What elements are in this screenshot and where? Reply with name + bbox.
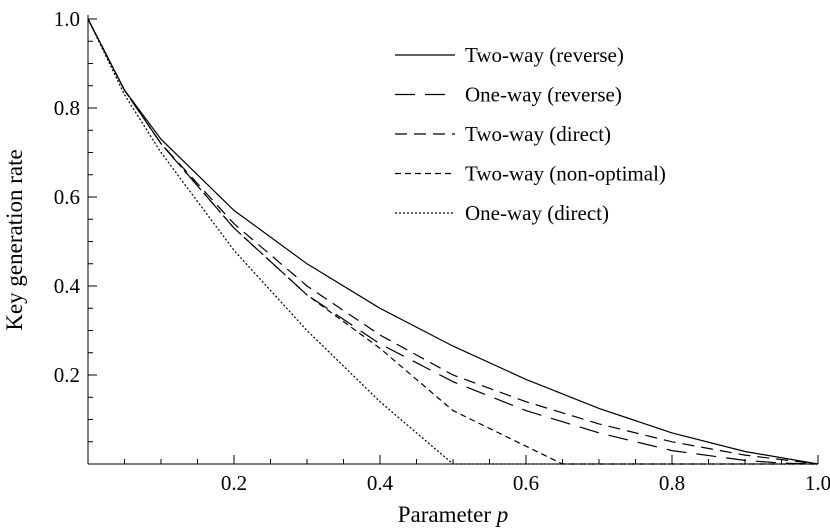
y-tick-label: 0.8 bbox=[54, 96, 80, 120]
legend-label-1: Two-way (reverse) bbox=[465, 43, 624, 67]
x-tick-label: 0.4 bbox=[367, 471, 394, 495]
series-line-5 bbox=[87, 18, 818, 465]
legend-label-4: Two-way (non-optimal) bbox=[465, 162, 666, 186]
legend-label-5: One-way (direct) bbox=[465, 201, 609, 225]
x-axis-title-text: Parameter bbox=[398, 502, 492, 527]
x-axis-variable: p bbox=[495, 502, 509, 527]
legend-label-2: One-way (reverse) bbox=[465, 83, 622, 107]
x-tick-label: 0.2 bbox=[221, 471, 247, 495]
axis-ticks: 0.2 0.4 0.6 0.8 1.0 0.2 0.4 0.6 0.8 1.0 bbox=[54, 7, 830, 495]
y-tick-label: 0.6 bbox=[54, 185, 80, 209]
y-tick-label: 0.4 bbox=[54, 274, 81, 298]
legend-label-3: Two-way (direct) bbox=[465, 122, 611, 146]
series-line-3 bbox=[87, 18, 819, 465]
series-line-1 bbox=[87, 18, 819, 465]
x-tick-label: 0.8 bbox=[659, 471, 685, 495]
x-tick-label: 1.0 bbox=[805, 471, 830, 495]
x-tick-label: 0.6 bbox=[513, 471, 539, 495]
series-group bbox=[87, 18, 819, 465]
y-axis-title: Key generation rate bbox=[2, 149, 27, 330]
series-line-2 bbox=[87, 18, 819, 465]
x-axis-title: Parameter p bbox=[398, 502, 508, 527]
y-tick-label: 1.0 bbox=[54, 7, 80, 31]
series-line-4 bbox=[87, 18, 818, 465]
legend: Two-way (reverse) One-way (reverse) Two-wa… bbox=[395, 43, 666, 225]
plot-area: 0.2 0.4 0.6 0.8 1.0 0.2 0.4 0.6 0.8 1.0 bbox=[54, 7, 830, 495]
y-tick-label: 0.2 bbox=[54, 363, 80, 387]
